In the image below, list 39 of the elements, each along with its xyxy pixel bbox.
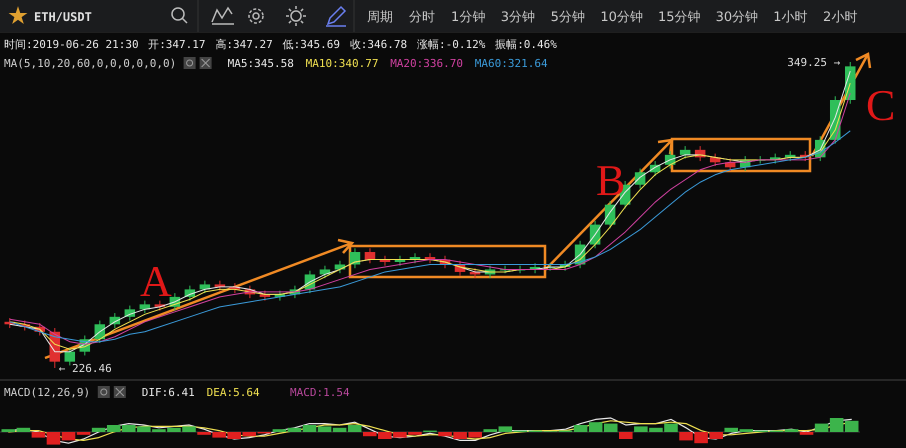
text: C xyxy=(866,81,896,130)
text: 3分钟 xyxy=(500,10,536,25)
text: 时间:2019-06-26 21:30 xyxy=(4,38,139,51)
text: MA10:340.77 xyxy=(306,57,378,70)
bar xyxy=(800,432,814,435)
candlestick xyxy=(350,248,360,269)
text: DIF:6.41 xyxy=(142,386,195,399)
text: 高:347.27 xyxy=(215,38,273,51)
text: 涨幅:-0.12% xyxy=(417,38,486,51)
text: 30分钟 xyxy=(716,10,758,25)
text: 低:345.69 xyxy=(282,38,340,51)
legend-title: MACD(12,26,9) xyxy=(4,386,90,399)
text: MA5:345.58 xyxy=(228,57,294,70)
legend-title: MA(5,10,20,60,0,0,0,0,0,0) xyxy=(4,57,176,70)
text: MA20:336.70 xyxy=(390,57,464,70)
text: MACD:1.54 xyxy=(290,386,350,399)
text: 开:347.17 xyxy=(148,38,206,51)
text: 10分钟 xyxy=(600,10,643,25)
text: DEA:5.64 xyxy=(206,386,260,399)
annotation: 349.25 → xyxy=(787,56,841,69)
text: 2小时 xyxy=(823,10,858,25)
candlestick xyxy=(364,248,376,264)
text: 收:346.78 xyxy=(350,38,408,51)
candlestick xyxy=(680,146,690,160)
candlestick xyxy=(140,300,150,314)
text: 15分钟 xyxy=(658,10,701,25)
text: 周期 xyxy=(367,10,393,25)
text: 振幅:0.46% xyxy=(495,38,558,51)
annotation: A xyxy=(140,257,172,306)
annotation: ← 226.46 xyxy=(58,362,112,375)
text: MA60:321.64 xyxy=(474,57,548,70)
text: 1分钟 xyxy=(451,10,486,25)
bar xyxy=(619,432,633,439)
text: 1小时 xyxy=(773,10,808,25)
text: 分时 xyxy=(409,10,435,25)
candlestick xyxy=(710,153,720,167)
text: 5分钟 xyxy=(550,10,585,25)
text: ETH/USDT xyxy=(34,10,92,24)
annotation: B xyxy=(596,156,626,205)
